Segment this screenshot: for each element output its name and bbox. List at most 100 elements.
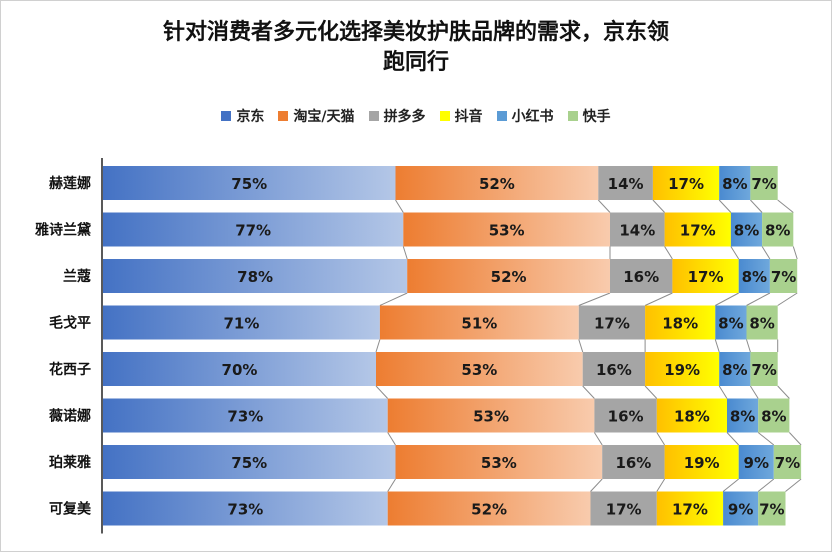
chart-title-line-1: 针对消费者多元化选择美妆护肤品牌的需求，京东领 bbox=[162, 20, 669, 45]
bar-segment bbox=[719, 352, 751, 386]
data-label: 8% bbox=[734, 222, 759, 240]
data-label: 17% bbox=[672, 501, 708, 519]
bar-segment bbox=[103, 398, 388, 433]
bar-segment bbox=[387, 491, 591, 526]
series-line-1-0 bbox=[597, 199, 611, 213]
data-label: 16% bbox=[596, 361, 632, 379]
series-line-4-0 bbox=[750, 199, 763, 213]
bar-segment bbox=[762, 212, 794, 247]
series-line-2-1 bbox=[664, 246, 673, 260]
legend-item-kuaishou: 快手 bbox=[567, 106, 611, 126]
data-label: 16% bbox=[623, 268, 659, 286]
chart-title-line-2: 跑同行 bbox=[382, 50, 449, 75]
series-line-4-4 bbox=[749, 385, 759, 399]
bar-segment bbox=[750, 166, 778, 200]
data-label: 51% bbox=[461, 315, 497, 333]
data-label: 75% bbox=[231, 454, 267, 472]
data-label: 53% bbox=[473, 408, 509, 426]
series-line-0-2 bbox=[379, 292, 408, 306]
data-label: 14% bbox=[619, 222, 655, 240]
category-label: 毛戈平 bbox=[49, 315, 91, 332]
series-line-3-6 bbox=[722, 478, 740, 492]
bar-segment bbox=[578, 305, 646, 340]
series-line-5-1 bbox=[792, 246, 798, 260]
series-line-1-6 bbox=[590, 478, 603, 492]
bar-segment bbox=[672, 259, 739, 293]
data-label: 73% bbox=[227, 408, 263, 426]
bar-segment bbox=[769, 259, 798, 293]
bar-segment bbox=[738, 445, 774, 479]
series-line-4-1 bbox=[761, 246, 771, 260]
series-line-0-6 bbox=[387, 478, 396, 492]
data-label: 8% bbox=[765, 222, 790, 240]
data-label: 16% bbox=[615, 454, 651, 472]
bar-segment bbox=[103, 166, 396, 200]
legend-label-kuaishou: 快手 bbox=[582, 109, 611, 125]
chart-legend: 京东 淘宝/天猫 拼多多 抖音 小红书 快手 bbox=[0, 105, 832, 127]
legend-item-jd: 京东 bbox=[221, 106, 264, 126]
legend-swatch-taobao bbox=[278, 111, 289, 121]
series-line-5-4 bbox=[777, 385, 790, 399]
category-label: 雅诗兰黛 bbox=[35, 222, 91, 239]
data-label: 52% bbox=[491, 268, 527, 286]
data-label: 8% bbox=[722, 175, 747, 193]
data-label: 52% bbox=[479, 175, 515, 193]
category-label: 薇诺娜 bbox=[49, 408, 91, 425]
data-label: 9% bbox=[728, 501, 753, 519]
bar-segment bbox=[758, 491, 786, 526]
bar-segment bbox=[730, 212, 763, 247]
bar-segment bbox=[379, 305, 579, 340]
data-label: 71% bbox=[223, 315, 259, 333]
legend-item-xhs: 小红书 bbox=[496, 106, 554, 126]
data-label: 17% bbox=[606, 501, 642, 519]
series-line-3-1 bbox=[730, 246, 740, 260]
series-line-2-5 bbox=[656, 432, 666, 446]
series-line-3-2 bbox=[715, 292, 739, 306]
data-label: 7% bbox=[751, 361, 776, 379]
bar-segment bbox=[103, 212, 404, 247]
bar-segment bbox=[746, 305, 778, 340]
series-line-3-4 bbox=[718, 385, 728, 399]
bar-segment bbox=[719, 166, 751, 200]
legend-item-taobao: 淘宝/天猫 bbox=[278, 106, 355, 126]
bar-segment bbox=[758, 398, 790, 433]
bar-segment bbox=[103, 491, 388, 526]
bar-segment bbox=[103, 259, 408, 293]
legend-item-douyin: 抖音 bbox=[439, 106, 483, 126]
bar-segment bbox=[395, 445, 603, 479]
series-line-0-0 bbox=[395, 199, 404, 213]
bar-segment bbox=[103, 305, 380, 340]
legend-label-taobao: 淘宝/天猫 bbox=[293, 109, 355, 125]
bar-segment bbox=[652, 166, 720, 200]
data-label: 17% bbox=[688, 268, 724, 286]
data-label: 52% bbox=[471, 501, 507, 519]
bar-segment bbox=[656, 398, 727, 433]
bar-segment bbox=[773, 445, 802, 479]
series-line-0-1 bbox=[402, 246, 408, 260]
data-label: 7% bbox=[759, 501, 784, 519]
bar-segment bbox=[376, 352, 583, 386]
data-label: 53% bbox=[489, 222, 525, 240]
series-line-3-5 bbox=[726, 432, 740, 446]
legend-item-pdd: 拼多多 bbox=[368, 106, 426, 126]
data-label: 8% bbox=[749, 315, 774, 333]
bar-segment bbox=[594, 398, 657, 433]
data-label: 9% bbox=[744, 454, 769, 472]
series-line-2-0 bbox=[652, 199, 665, 213]
series-line-5-5 bbox=[789, 432, 802, 446]
bar-segment bbox=[715, 305, 747, 340]
data-label: 70% bbox=[222, 361, 258, 379]
chart-title: 针对消费者多元化选择美妆护肤品牌的需求，京东领 跑同行 bbox=[0, 18, 832, 78]
bar-segment bbox=[645, 352, 720, 386]
data-label: 18% bbox=[662, 315, 698, 333]
data-label: 53% bbox=[461, 361, 497, 379]
legend-label-douyin: 抖音 bbox=[454, 109, 483, 125]
bar-segment bbox=[103, 445, 396, 479]
series-line-2-6 bbox=[656, 478, 666, 492]
bar-segment bbox=[750, 352, 778, 386]
data-label: 75% bbox=[231, 175, 267, 193]
series-line-4-6 bbox=[757, 478, 775, 492]
series-line-4-5 bbox=[757, 432, 775, 446]
series-line-5-6 bbox=[785, 478, 802, 492]
